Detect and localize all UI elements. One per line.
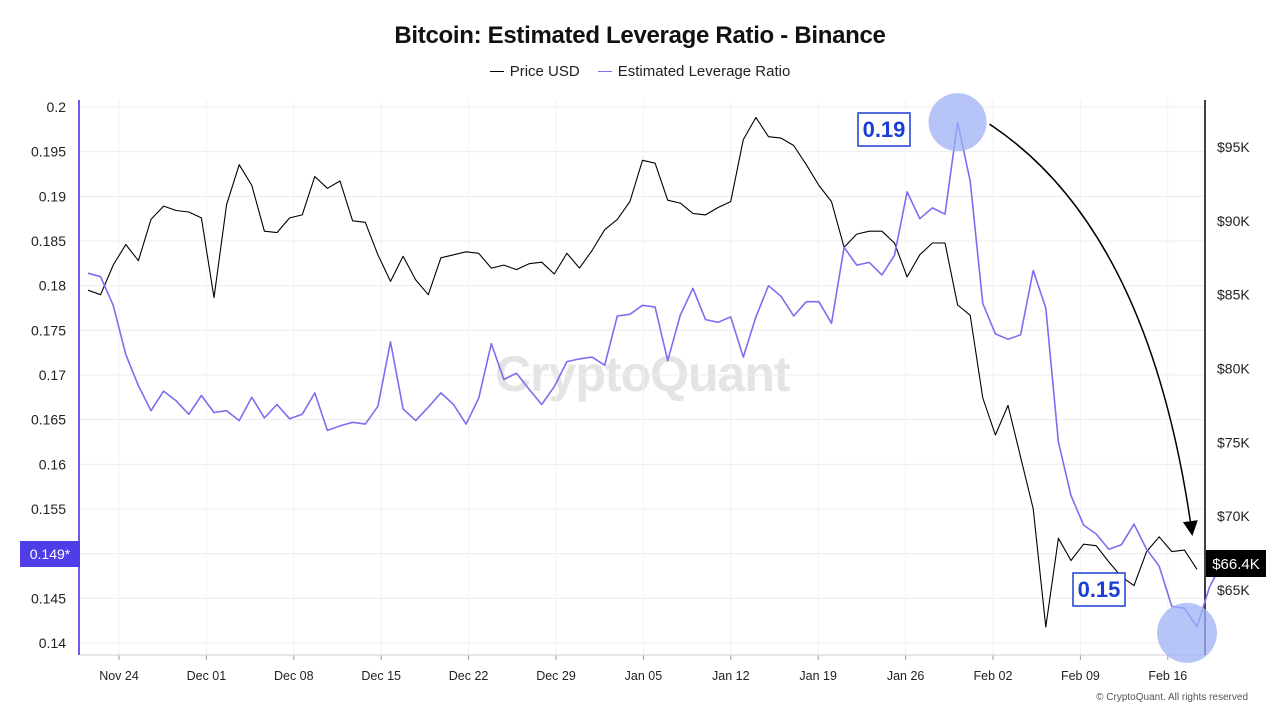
x-tick-label: Dec 08 (274, 669, 314, 683)
annotation-box-peak (857, 112, 911, 147)
highlight-circle-latest (1157, 602, 1217, 663)
y-right-tick-label: $85K (1217, 287, 1250, 303)
legend: Price USD Estimated Leverage Ratio (0, 63, 1280, 80)
legend-swatch-price (489, 71, 504, 72)
x-tick-label: Dec 22 (449, 669, 489, 683)
y-left-tick-label: 0.195 (31, 144, 66, 160)
y-right-tick-label: $95K (1217, 139, 1250, 155)
y-left-tick-label: 0.14 (39, 635, 66, 651)
legend-label-price: Price USD (509, 63, 580, 80)
x-tick-label: Feb 16 (1148, 669, 1187, 683)
series-line-leverage (87, 121, 1223, 628)
y-right-tick-label: $65K (1217, 582, 1250, 598)
x-tick-label: Jan 05 (625, 669, 663, 683)
y-left-tick-label: 0.16 (39, 456, 66, 472)
x-tick-label: Nov 24 (99, 669, 139, 683)
annotation-box-latest (1072, 572, 1126, 607)
copyright-text: © CryptoQuant. All rights reserved (1096, 692, 1248, 703)
legend-swatch-leverage (597, 71, 612, 72)
y-left-tick-label: 0.17 (39, 367, 66, 383)
legend-item-leverage[interactable]: Estimated Leverage Ratio (597, 63, 791, 80)
legend-label-leverage: Estimated Leverage Ratio (617, 63, 791, 80)
x-tick-label: Feb 09 (1061, 669, 1100, 683)
x-tick-label: Dec 01 (187, 669, 227, 683)
legend-item-price[interactable]: Price USD (489, 63, 580, 80)
y-left-tick-label: 0.18 (39, 278, 66, 294)
y-right-tick-label: $70K (1217, 508, 1250, 524)
annotation-label-latest: 0.15 (1078, 577, 1121, 602)
x-tick-label: Jan 19 (799, 669, 837, 683)
current-price-label: $66.4K (1212, 556, 1260, 573)
x-tick-label: Dec 15 (361, 669, 401, 683)
y-left-tick-label: 0.165 (31, 412, 66, 428)
annotation-arrow (989, 123, 1198, 536)
y-left-tick-label: 0.19 (39, 188, 66, 204)
y-left-tick-label: 0.175 (31, 322, 66, 338)
watermark: CryptoQuant (495, 346, 791, 402)
y-left-tick-label: 0.145 (31, 590, 66, 606)
current-leverage-tag (20, 541, 80, 567)
current-price-tag (1206, 550, 1266, 577)
y-left-tick-label: 0.185 (31, 233, 66, 249)
x-tick-label: Dec 29 (536, 669, 576, 683)
x-tick-label: Feb 02 (974, 669, 1013, 683)
y-left-tick-label: 0.2 (47, 99, 67, 115)
y-right-tick-label: $80K (1217, 361, 1250, 377)
annotation-label-peak: 0.19 (863, 117, 906, 142)
highlight-circle-peak (928, 93, 987, 152)
x-tick-label: Jan 12 (712, 669, 750, 683)
y-left-tick-label: 0.155 (31, 501, 66, 517)
x-tick-label: Jan 26 (887, 669, 925, 683)
y-right-tick-label: $75K (1217, 434, 1250, 450)
series-line-price (87, 116, 1198, 628)
chart-title: Bitcoin: Estimated Leverage Ratio - Bina… (394, 22, 886, 49)
current-leverage-label: 0.149* (30, 546, 71, 562)
y-right-tick-label: $90K (1217, 213, 1250, 229)
